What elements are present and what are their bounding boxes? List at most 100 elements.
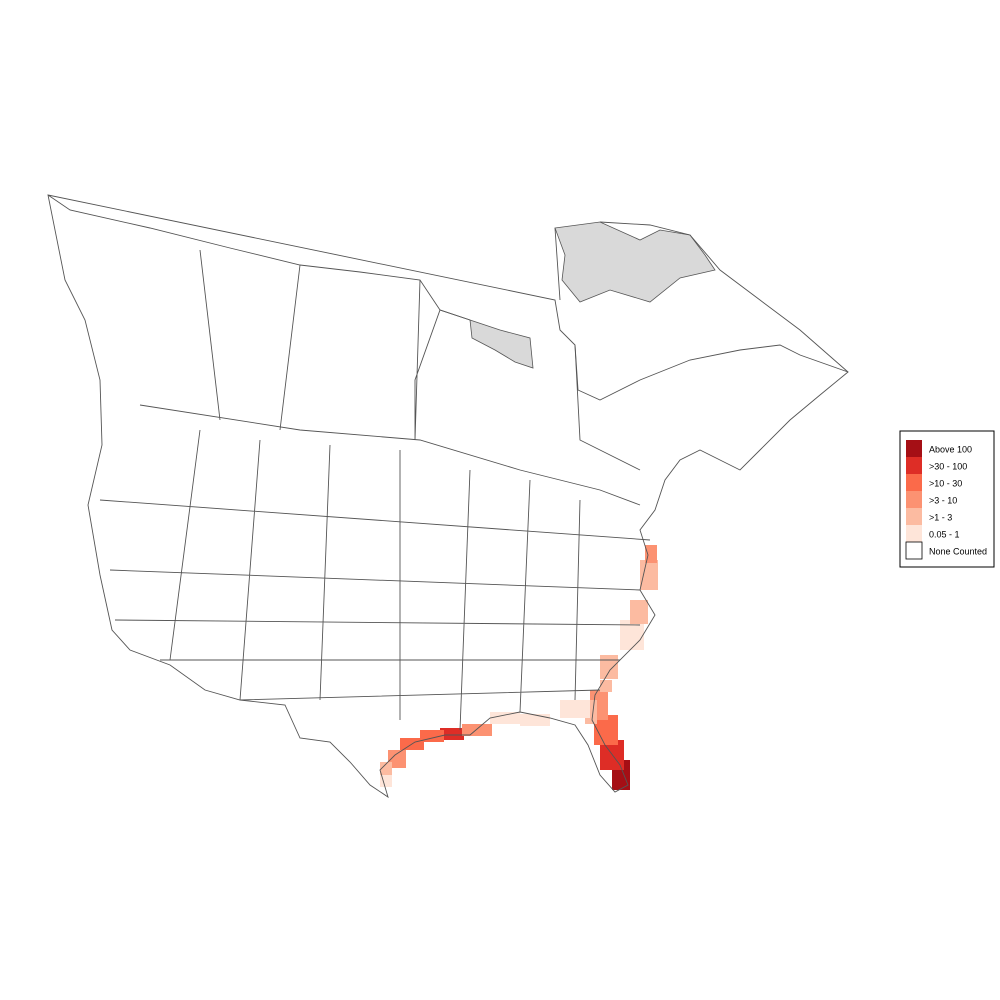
abundance-cell [632,638,638,644]
abundance-cell [636,618,642,624]
abundance-cell [600,727,606,733]
abundance-cell [606,764,612,770]
abundance-cell [596,690,602,696]
abundance-cell [578,706,584,712]
abundance-cell [642,618,648,624]
abundance-cell [646,578,652,584]
abundance-cell [612,721,618,727]
abundance-cell [406,738,412,744]
legend-swatch [906,440,922,457]
abundance-cell [606,733,612,739]
abundance-cell [386,768,392,774]
abundance-cell [388,750,394,756]
abundance-cell [630,600,636,606]
abundance-cell [486,730,492,736]
abundance-cell [645,557,651,563]
abundance-cell [480,724,486,730]
abundance-cell [618,752,624,758]
abundance-cell [612,667,618,673]
legend-label: >10 - 30 [929,478,962,488]
abundance-cell [606,739,612,745]
abundance-cell [462,730,468,736]
abundance-cell [638,644,644,650]
abundance-cell [600,667,606,673]
abundance-cell [438,730,444,736]
abundance-cell [638,638,644,644]
abundance-cell [508,718,514,724]
abundance-cell [630,612,636,618]
abundance-cell [651,551,657,557]
abundance-cell [412,744,418,750]
abundance-cell [640,578,646,584]
abundance-cell [612,772,618,778]
abundance-cell [636,600,642,606]
abundance-cell [606,673,612,679]
coastline [47,194,849,799]
abundance-cell [630,606,636,612]
abundance-cell [585,718,591,724]
abundance-cell [624,784,630,790]
abundance-cell [612,673,618,679]
legend-label: Above 100 [929,444,972,454]
legend-swatch [906,474,922,491]
abundance-cell [420,730,426,736]
abundance-cell [626,644,632,650]
abundance-cell [591,706,597,712]
abundance-cell [468,724,474,730]
abundance-cell [514,712,520,718]
abundance-cell [620,632,626,638]
abundance-cell [602,702,608,708]
abundance-cell [596,708,602,714]
legend-swatch [906,457,922,474]
abundance-cell [612,784,618,790]
abundance-cell [612,746,618,752]
abundance-cell [618,746,624,752]
abundance-cell [618,772,624,778]
abundance-cell [490,712,496,718]
abundance-cell [642,612,648,618]
abundance-cell [538,720,544,726]
abundance-cell [612,752,618,758]
abundance-cell [612,727,618,733]
abundance-cell [642,600,648,606]
abundance-cell [606,758,612,764]
abundance-cell [652,584,658,590]
abundance-cell [520,720,526,726]
abundance-cell [652,578,658,584]
abundance-cell [645,545,651,551]
abundance-cell [394,756,400,762]
abundance-cell [400,738,406,744]
abundance-cell [572,706,578,712]
abundance-cell [560,712,566,718]
abundance-cell [584,700,590,706]
abundance-cell [618,778,624,784]
legend-label: >1 - 3 [929,512,952,522]
abundance-cell [630,618,636,624]
abundance-cell [651,545,657,551]
abundance-cell [400,756,406,762]
abundance-cell [590,696,596,702]
abundance-cell [600,661,606,667]
abundance-cell [526,720,532,726]
abundance-cell [584,706,590,712]
abundance-cell [638,632,644,638]
abundance-cell [502,718,508,724]
abundance-cell [602,690,608,696]
abundance-cell [426,730,432,736]
abundance-cell [452,728,458,734]
abundance-cell [600,655,606,661]
abundance-cell [600,764,606,770]
abundance-cell [620,620,626,626]
abundance-cell [606,746,612,752]
abundance-cell [386,762,392,768]
abundance-cell [486,724,492,730]
abundance-cell [514,718,520,724]
abundance-cell [624,766,630,772]
abundance-cell [432,736,438,742]
abundance-cell [572,712,578,718]
abundance-cell [606,680,612,686]
abundance-cell [606,661,612,667]
abundance-cell [474,730,480,736]
abundance-cell [626,626,632,632]
